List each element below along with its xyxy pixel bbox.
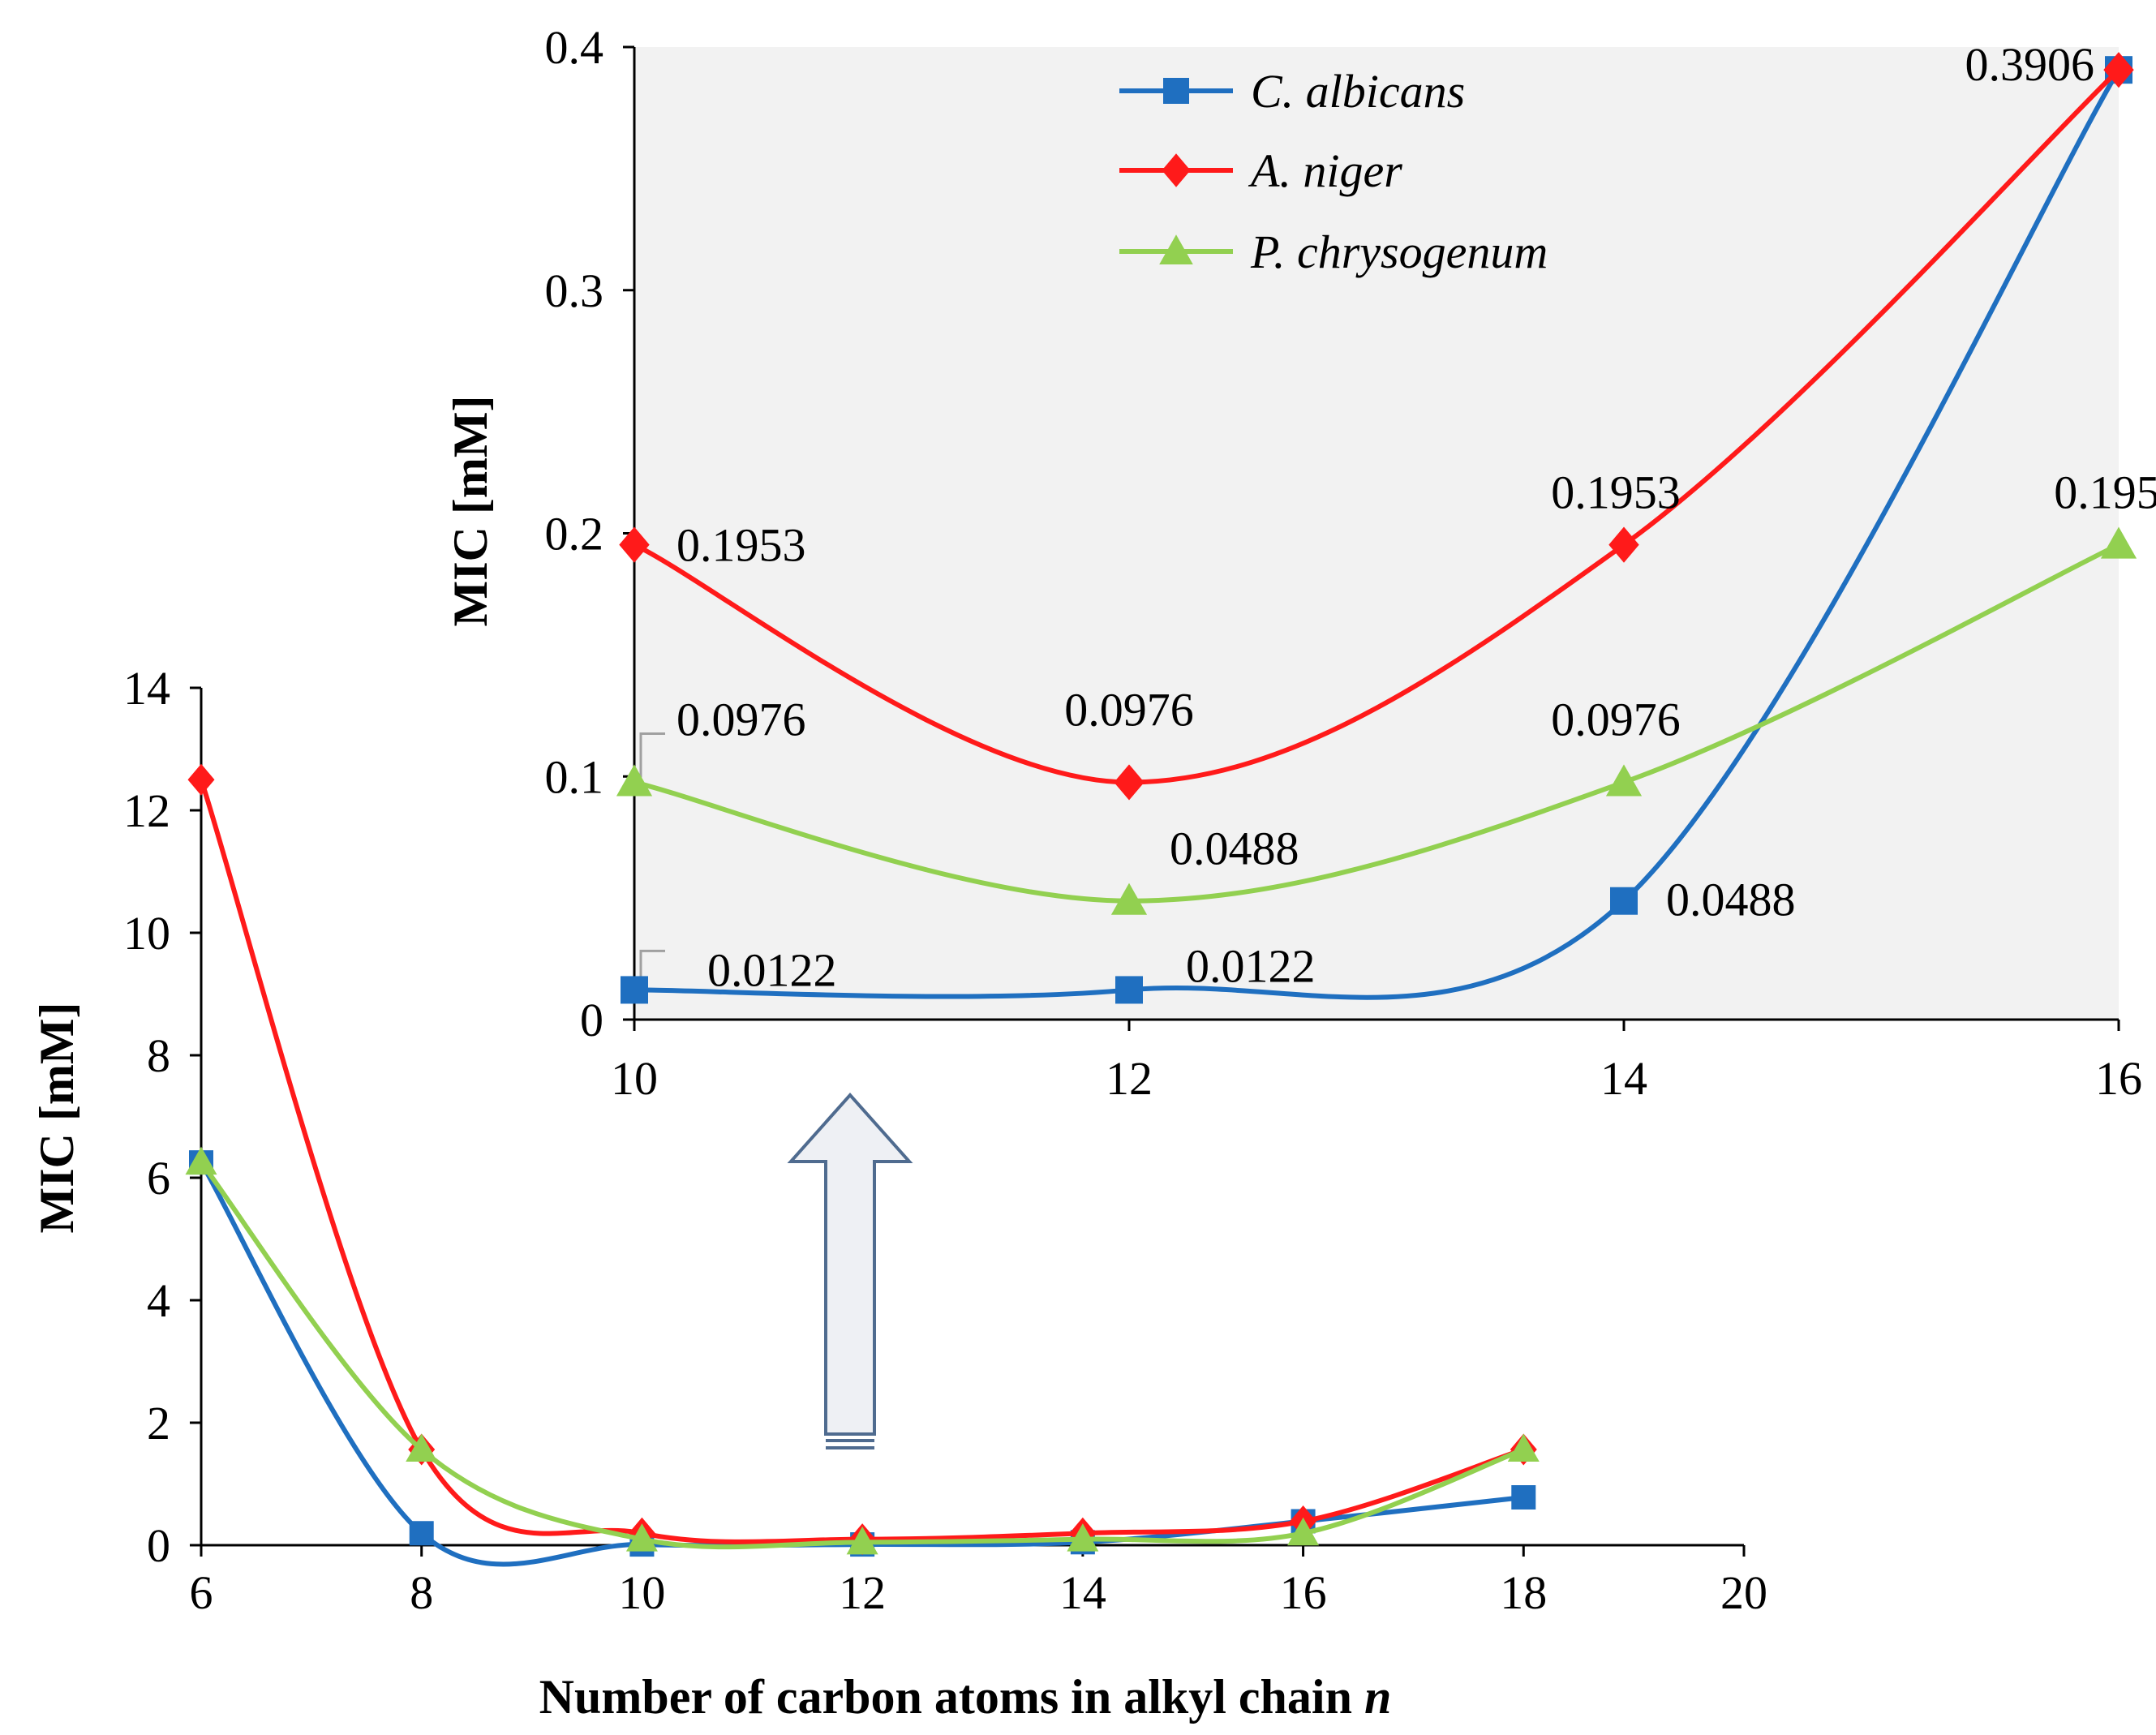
inset-data-label: 0.0976 [1551, 693, 1681, 745]
inset-x-tick-label: 14 [1600, 1052, 1647, 1105]
inset-x-tick-label: 10 [611, 1052, 658, 1105]
inset-data-label: 0.0976 [676, 693, 806, 745]
main-y-tick-label: 6 [147, 1152, 170, 1205]
main-x-tick-label: 6 [190, 1566, 213, 1619]
inset-x-tick-label: 12 [1106, 1052, 1153, 1105]
inset-series-line-1 [633, 68, 2121, 785]
main-series-2-point [625, 1523, 658, 1552]
main-x-tick-label: 14 [1059, 1566, 1106, 1619]
main-y-axis-title: MIC [mM] [30, 1003, 84, 1234]
inset-series-1-point [2103, 52, 2134, 88]
inset-y-tick-label: 0.2 [545, 508, 604, 560]
inset-series-1-point [619, 526, 650, 563]
inset-series-line-0 [633, 68, 2121, 1000]
inset-data-label: 0.0122 [707, 943, 837, 996]
inset-data-label: 0.1953 [2054, 466, 2156, 519]
inset-series-1-point [1114, 764, 1145, 801]
main-y-tick-label: 2 [147, 1397, 170, 1449]
main-x-axis-title: Number of carbon atoms in alkyl chain n [539, 1670, 1392, 1724]
main-x-tick-label: 20 [1720, 1566, 1767, 1619]
inset-series-2-point [1605, 764, 1643, 797]
main-y-tick-label: 10 [123, 907, 170, 960]
inset-y-tick-label: 0.4 [545, 21, 604, 74]
inset-data-label: 0.0488 [1666, 874, 1796, 926]
inset-series-0-point [621, 976, 648, 1004]
legend-marker-1 [1162, 153, 1191, 187]
main-series-1-point [187, 763, 215, 796]
inset-y-tick-label: 0.3 [545, 264, 604, 317]
inset-data-label: 0.3906 [1965, 38, 2095, 91]
inset-series-2-point [1110, 883, 1148, 915]
main-x-axis-title-text: Number of carbon atoms in alkyl chain [539, 1670, 1364, 1724]
main-series-2-point [1507, 1433, 1540, 1462]
main-y-tick-label: 14 [123, 662, 170, 715]
main-x-tick-label: 8 [410, 1566, 433, 1619]
main-series-2-point [185, 1146, 217, 1175]
inset-data-label: 0.1953 [676, 519, 806, 572]
inset-series-1-point [1608, 526, 1639, 563]
inset-data-label: 0.0122 [1186, 939, 1316, 992]
main-y-tick-label: 12 [123, 784, 170, 837]
main-series-0-point [1511, 1485, 1536, 1510]
inset-data-label: 0.0488 [1170, 822, 1299, 875]
inset-data-label: 0.0976 [1064, 683, 1194, 736]
inset-series-line-2 [633, 542, 2120, 904]
main-x-axis-title-variable: n [1364, 1670, 1391, 1724]
inset-y-tick-label: 0.1 [545, 750, 604, 803]
main-chart: 6 8 10 12 14 16 18 20 0 2 4 6 8 10 12 14 Number of carbo… [30, 662, 1767, 1724]
legend-marker-0 [1163, 78, 1189, 104]
inset-x-tick-label: 16 [2095, 1052, 2142, 1105]
zoom-arrow-icon [787, 1092, 913, 1436]
main-x-tick-label: 10 [618, 1566, 665, 1619]
inset-data-label: 0.1953 [1551, 466, 1681, 519]
legend-marker-2 [1159, 234, 1193, 264]
main-series-2-point [846, 1526, 878, 1555]
main-series-2-point [406, 1433, 438, 1462]
legend-label-0: C. albicans [1251, 65, 1465, 118]
inset-y-axis-title: MIC [mM] [444, 396, 497, 627]
main-y-tick-label: 8 [147, 1029, 170, 1082]
legend-label-1: A. niger [1248, 144, 1402, 197]
inset-chart: 10 12 14 16 0 0.1 0.2 0.3 0.4 MIC [mM] 0.0122 0.012… [444, 21, 2156, 1105]
inset-series-2-point [616, 764, 653, 797]
inset-leader-line [639, 732, 665, 778]
inset-leader-line [639, 949, 665, 986]
main-x-tick-label: 16 [1280, 1566, 1327, 1619]
main-series-2-point [1287, 1517, 1320, 1546]
main-series-line-1 [199, 779, 1525, 1544]
inset-series-0-point [1610, 887, 1638, 915]
main-y-tick-label: 0 [147, 1519, 170, 1572]
inset-series-2-point [2100, 526, 2137, 559]
main-series-2-point [1067, 1523, 1099, 1552]
inset-y-tick-label: 0 [580, 994, 603, 1046]
legend-label-2: P. chrysogenum [1250, 225, 1548, 278]
main-y-tick-label: 4 [147, 1274, 170, 1327]
inset-series-0-point [1115, 976, 1143, 1004]
main-series-0-point [409, 1521, 434, 1546]
main-x-tick-label: 12 [839, 1566, 886, 1619]
main-x-tick-label: 18 [1500, 1566, 1547, 1619]
